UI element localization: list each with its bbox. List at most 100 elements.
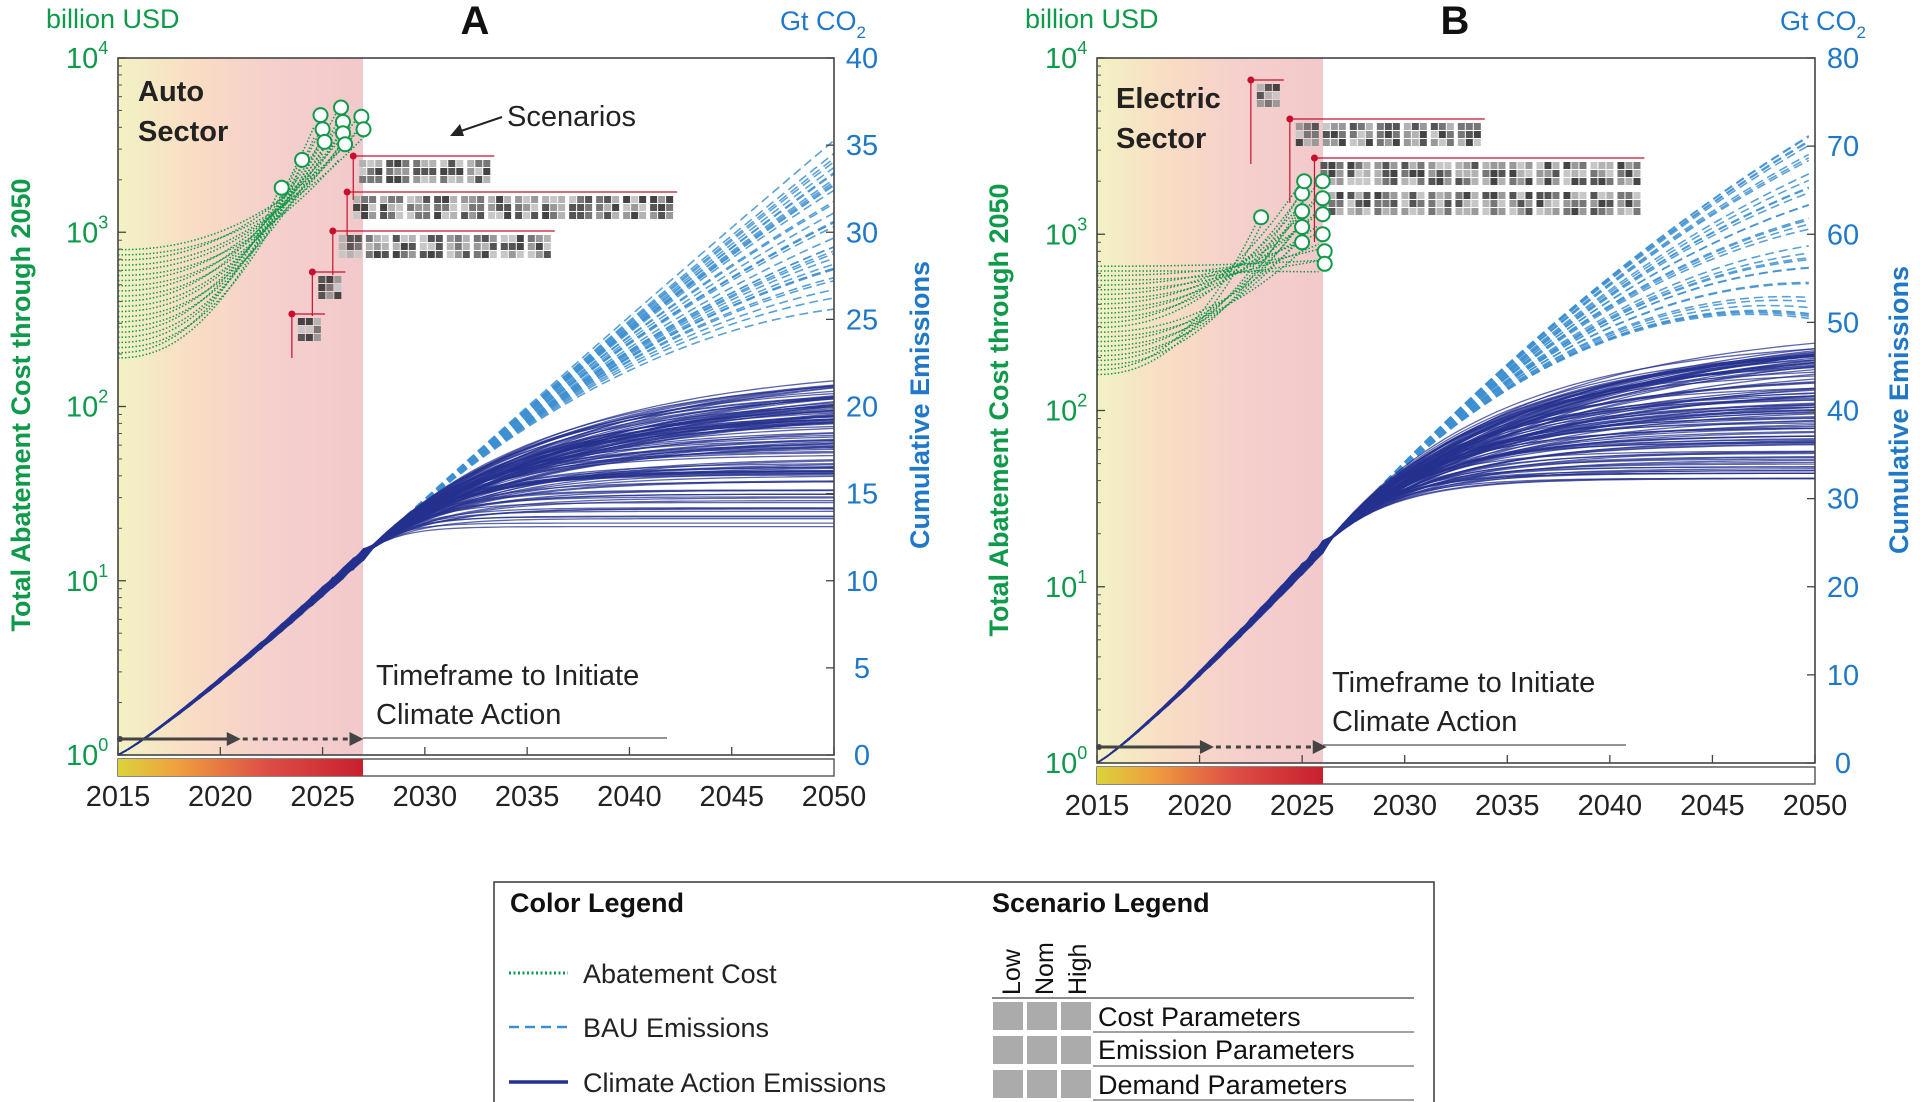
scenario-cell	[1430, 139, 1438, 146]
scenario-cell	[516, 251, 524, 258]
scenario-cell	[353, 196, 361, 203]
scenario-cell	[440, 176, 448, 183]
scenario-cell	[1498, 170, 1506, 177]
abatement-cost-marker	[1314, 173, 1331, 190]
scenario-cell	[1552, 170, 1560, 177]
scenario-cell	[658, 196, 666, 203]
scenario-cell	[1482, 170, 1490, 177]
abatement-cost-marker	[1316, 255, 1333, 272]
scenario-cell	[1471, 192, 1479, 199]
scenario-cell	[415, 212, 423, 219]
scenario-cell	[1579, 192, 1587, 199]
timeframe-shading	[1097, 58, 1323, 763]
scenario-cell	[1376, 131, 1384, 138]
scenario-cell	[367, 176, 375, 183]
scenario-cell	[527, 243, 535, 250]
scenario-cell	[1436, 200, 1444, 207]
scenario-cell	[1509, 170, 1517, 177]
scenario-cell	[1490, 192, 1498, 199]
scenario-cell	[1498, 178, 1506, 185]
scenario-cell	[1579, 208, 1587, 215]
sector-title-line1: Auto	[138, 76, 204, 108]
scenario-cell	[1552, 178, 1560, 185]
right-tick-label: 10	[846, 566, 878, 598]
scenario-glyphs	[288, 152, 678, 358]
scenario-cell	[1357, 123, 1365, 130]
scenario-cell	[1409, 192, 1417, 199]
scenario-cell	[1633, 162, 1641, 169]
scenario-cell	[1563, 208, 1571, 215]
scenario-cell	[326, 276, 334, 283]
scenario-cell	[380, 196, 388, 203]
scenario-cell	[440, 168, 448, 175]
scenario-cell	[1363, 200, 1371, 207]
scenario-cell	[1330, 131, 1338, 138]
right-axis-unit: Gt CO2	[780, 6, 866, 42]
scenario-cell	[1401, 200, 1409, 207]
timeframe-shading	[118, 58, 363, 755]
scenario-cell	[473, 243, 481, 250]
left-axis-label: Total Abatement Cost through 2050	[984, 183, 1014, 636]
scenario-cell	[1498, 192, 1506, 199]
scenario-cell	[1625, 162, 1633, 169]
scenario-cell	[475, 176, 483, 183]
scenario-cell	[1336, 208, 1344, 215]
scenario-cell	[1490, 208, 1498, 215]
scenario-cell	[542, 196, 550, 203]
abatement-cost-marker	[1296, 173, 1313, 190]
bau-emissions-line	[1326, 192, 1810, 544]
left-tick-label: 104	[1045, 38, 1087, 75]
scenario-cell	[489, 235, 497, 242]
scenario-cell	[386, 168, 394, 175]
parameter-label: Emission Parameters	[1098, 1035, 1355, 1065]
scenario-cell	[1482, 200, 1490, 207]
x-tick-label: 2020	[1167, 790, 1232, 822]
scenario-cell	[1403, 131, 1411, 138]
scenario-cell	[1446, 139, 1454, 146]
scenario-cell	[1417, 200, 1425, 207]
scenario-connector-dot	[1286, 115, 1294, 123]
scenario-cell	[346, 251, 354, 258]
scenario-cell	[1417, 192, 1425, 199]
sector-title-line2: Sector	[138, 116, 228, 148]
scenario-cell	[1509, 200, 1517, 207]
scenario-cell	[373, 251, 381, 258]
scenario-cell	[1438, 131, 1446, 138]
scenario-cell	[313, 334, 321, 341]
scenario-cell	[543, 235, 551, 242]
scenario-cell	[1336, 178, 1344, 185]
x-axis-ticks: 2015 2020 2025 2030 2035 2040 2045 2050	[86, 747, 866, 813]
scenario-cell	[442, 212, 450, 219]
abatement-cost-marker	[1294, 234, 1311, 251]
scenario-cell	[469, 212, 477, 219]
scenario-cell	[585, 196, 593, 203]
scenario-cell	[392, 251, 400, 258]
scenario-cell	[1471, 170, 1479, 177]
x-tick-label: 2015	[1065, 790, 1130, 822]
scenario-cell	[1256, 100, 1264, 107]
scenario-cell	[1419, 123, 1427, 130]
left-tick-label: 103	[1045, 214, 1087, 251]
scenario-cell	[1544, 208, 1552, 215]
scenario-connector-dot	[1247, 76, 1255, 84]
scenario-cell	[1544, 200, 1552, 207]
scenario-cell	[489, 251, 497, 258]
scenario-cell	[408, 235, 416, 242]
scenario-cell	[650, 196, 658, 203]
timeframe-label-line2: Climate Action	[1332, 706, 1517, 738]
scenario-cell	[305, 326, 313, 333]
bau-emissions-lines	[1326, 135, 1810, 544]
scenario-cell	[1536, 170, 1544, 177]
right-axis-ticks: 0 10 20 30 40 50 60 70 80	[1807, 43, 1859, 780]
scenario-cell	[1382, 192, 1390, 199]
scenario-cell	[639, 204, 647, 211]
abatement-cost-line	[1096, 213, 1262, 371]
scenario-cell	[1465, 123, 1473, 130]
legend-bau-emissions-label: BAU Emissions	[583, 1013, 769, 1043]
scenario-cell	[1563, 192, 1571, 199]
scenario-cell	[1347, 192, 1355, 199]
timeframe-label-line1: Timeframe to Initiate	[1332, 667, 1595, 699]
scenario-cell	[1579, 200, 1587, 207]
scenario-cell	[1552, 162, 1560, 169]
